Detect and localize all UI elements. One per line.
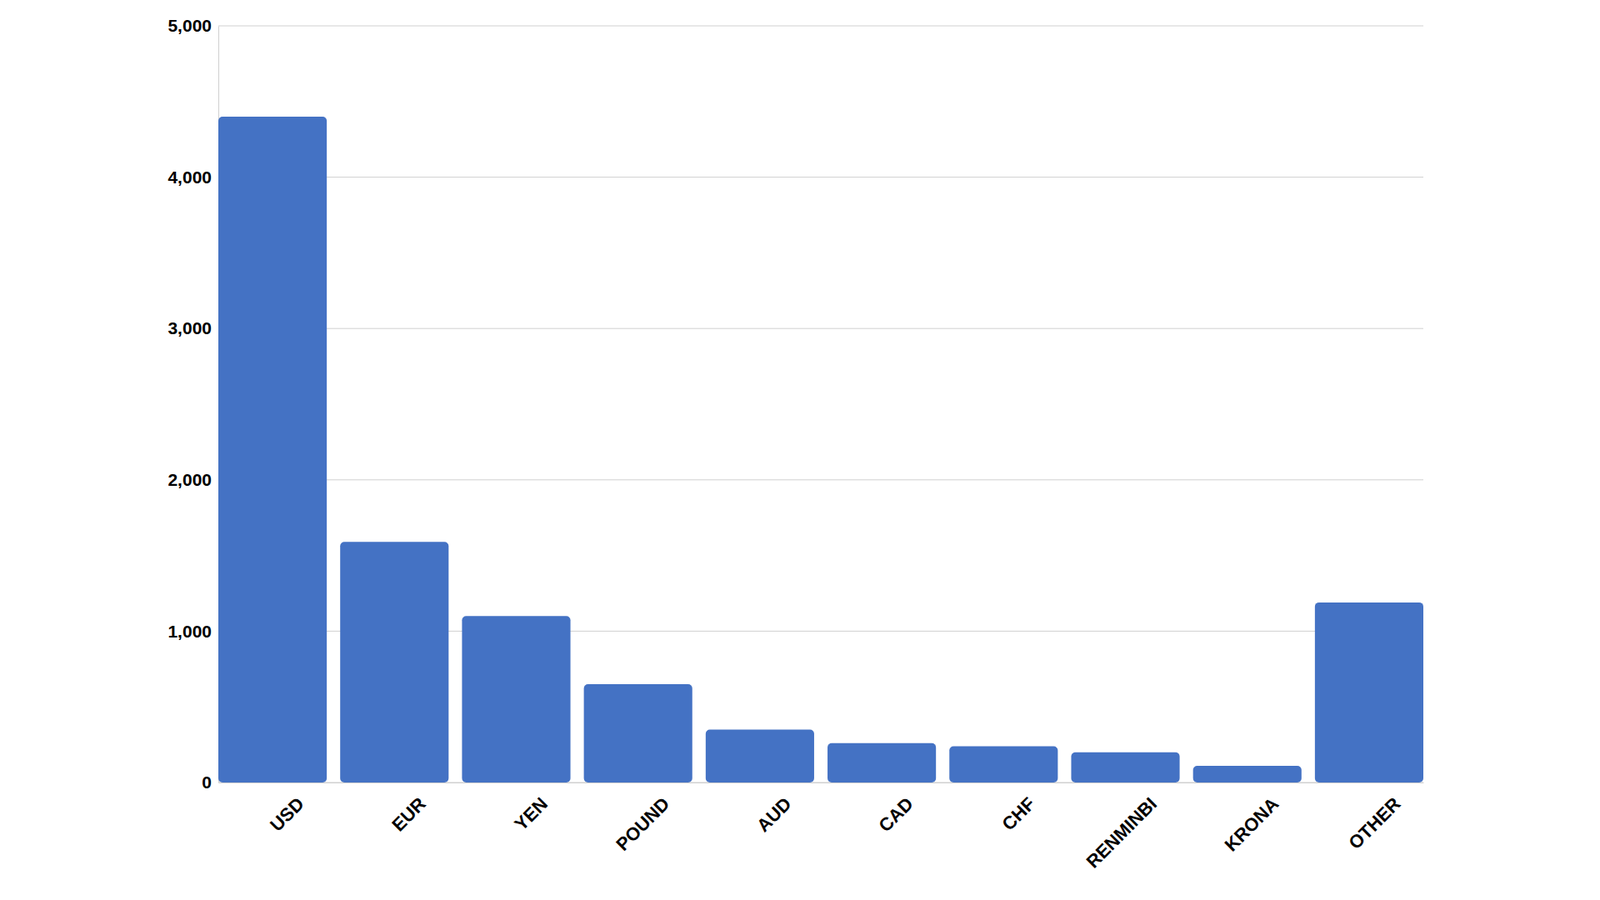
bar: [827, 743, 936, 783]
y-tick-label: 5,000: [167, 15, 212, 35]
bar: [1070, 752, 1180, 783]
x-tick: KRONA: [1220, 782, 1284, 856]
y-tick: 2,000: [167, 470, 219, 490]
grid-line: [218, 176, 1424, 178]
x-tick-label: RENMINBI: [1082, 793, 1162, 873]
x-tick-label: POUND: [611, 793, 674, 855]
y-tick-label: 3,000: [167, 318, 212, 338]
grid-line: [218, 328, 1424, 330]
x-tick-label: KRONA: [1220, 793, 1284, 856]
bar: [340, 541, 449, 783]
x-tick-label: EUR: [387, 793, 430, 836]
x-tick: CAD: [874, 782, 917, 836]
grid-line: [218, 25, 1424, 27]
bar: [461, 615, 570, 783]
grid-line: [218, 479, 1424, 480]
bar: [584, 684, 693, 783]
x-tick-label: CHF: [997, 793, 1040, 835]
y-tick: 5,000: [167, 15, 219, 35]
x-tick-label: OTHER: [1344, 793, 1405, 854]
y-tick-label: 4,000: [167, 167, 212, 187]
bar: [218, 116, 327, 783]
y-tick-label: 1,000: [167, 621, 212, 641]
y-tick: 4,000: [167, 167, 219, 187]
y-tick: 1,000: [167, 621, 219, 641]
plot-area: 0 1,000 2,000 3,000 4,000 5,000 USD EUR YEN POUND…: [167, 15, 1424, 872]
x-tick-label: YEN: [510, 793, 552, 835]
bar: [949, 745, 1058, 783]
x-axis-line: [219, 782, 1425, 784]
x-tick: EUR: [387, 782, 430, 835]
x-axis: USD EUR YEN POUND AUD CAD CHF RENMINBI KRONA OTHE…: [219, 782, 1425, 873]
x-tick: YEN: [510, 782, 552, 835]
x-tick-label: USD: [265, 793, 309, 836]
y-tick-label: 0: [201, 772, 212, 792]
y-tick-label: 2,000: [167, 470, 212, 490]
x-tick: POUND: [611, 782, 674, 855]
bar: [705, 729, 815, 783]
chart: 0 1,000 2,000 3,000 4,000 5,000 USD EUR YEN POUND…: [0, 0, 1600, 900]
x-tick: RENMINBI: [1082, 782, 1162, 873]
x-tick: AUD: [752, 782, 795, 836]
bars: [218, 116, 1424, 783]
y-tick: 3,000: [167, 318, 219, 338]
bar: [1315, 602, 1424, 783]
x-tick: CHF: [997, 782, 1040, 835]
x-tick-label: CAD: [874, 793, 917, 836]
bar: [1193, 765, 1302, 783]
x-tick-label: AUD: [752, 793, 795, 836]
x-tick: OTHER: [1344, 782, 1405, 854]
x-tick: USD: [265, 782, 309, 835]
y-tick: 0: [201, 772, 219, 792]
y-axis: 0 1,000 2,000 3,000 4,000 5,000: [167, 15, 219, 792]
grid: [218, 25, 1424, 783]
